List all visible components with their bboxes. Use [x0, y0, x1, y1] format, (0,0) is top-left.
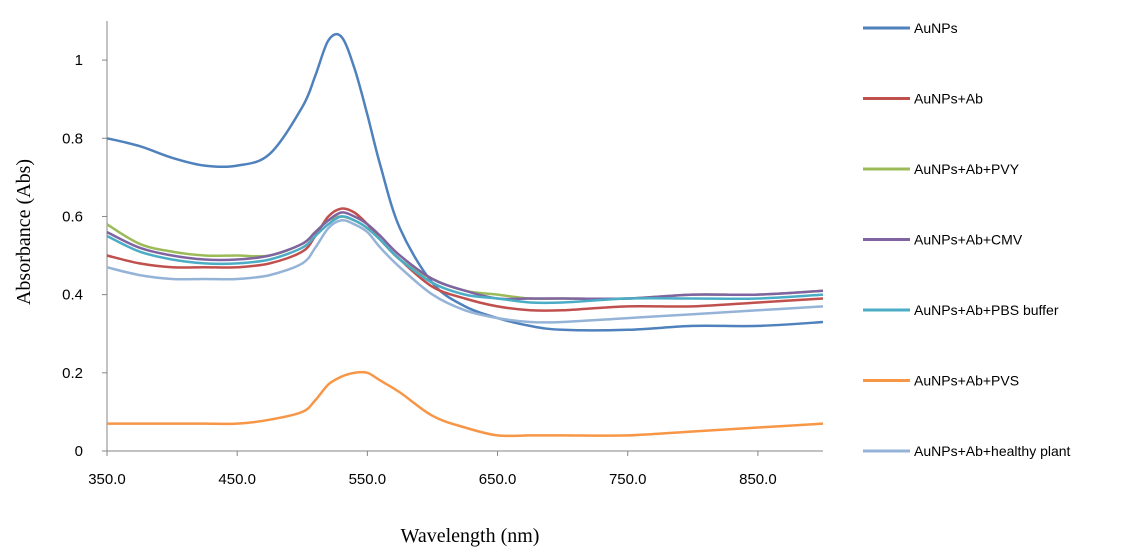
series-line-aunps-ab-pvy	[106, 215, 824, 301]
legend-label: AuNPs+Ab+healthy plant	[914, 443, 1071, 459]
y-tick-label: 0.4	[62, 287, 83, 304]
legend-label: AuNPs+Ab+PVY	[914, 161, 1020, 177]
y-tick-label: 1	[75, 52, 83, 69]
legend-label: AuNPs+Ab	[914, 91, 983, 107]
y-tick-label: 0.2	[62, 365, 83, 382]
series-line-aunps	[106, 32, 824, 332]
legend-label: AuNPs+Ab+PBS buffer	[914, 302, 1059, 318]
y-tick-label: 0.8	[62, 130, 83, 147]
x-tick-label: 650.0	[479, 471, 517, 488]
legend-label: AuNPs	[914, 20, 958, 36]
legend-label: AuNPs+Ab+PVS	[914, 373, 1019, 389]
y-axis-title: Absorbance (Abs)	[13, 159, 35, 305]
series-line-aunps-ab-healthy-plant	[106, 219, 824, 324]
x-tick-label: 350.0	[88, 471, 126, 488]
series-lines	[106, 32, 824, 438]
axes	[106, 21, 823, 452]
x-tick-label: 450.0	[218, 471, 256, 488]
y-tick-label: 0	[75, 443, 83, 460]
legend-label: AuNPs+Ab+CMV	[914, 232, 1023, 248]
x-axis-title: Wavelength (nm)	[401, 525, 540, 547]
series-line-aunps-ab-pvs	[106, 370, 824, 438]
x-tick-label: 850.0	[739, 471, 777, 488]
series-line-aunps-ab-pbs-buffer	[106, 215, 824, 305]
legend: AuNPs AuNPs+Ab AuNPs+Ab+PVY AuNPs+Ab+CMV AuN…	[863, 20, 1071, 459]
x-tick-label: 550.0	[349, 471, 387, 488]
x-ticks: 350.0 450.0 550.0 650.0 750.0 850.0	[88, 451, 777, 488]
y-tick-label: 0.6	[62, 208, 83, 225]
y-ticks: 0 0.2 0.4 0.6 0.8 1	[62, 52, 107, 460]
x-tick-label: 750.0	[609, 471, 647, 488]
